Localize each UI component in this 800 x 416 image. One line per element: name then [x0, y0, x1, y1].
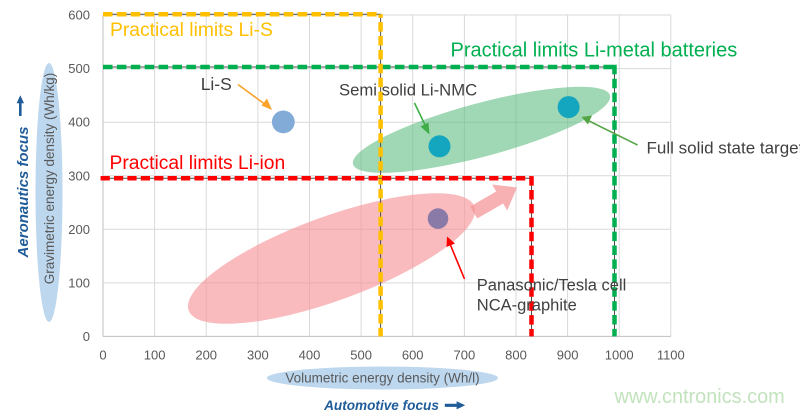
svg-text:Full solid state target: Full solid state target — [647, 139, 800, 158]
svg-text:900: 900 — [557, 348, 579, 363]
svg-text:700: 700 — [454, 348, 476, 363]
svg-text:Practical limits Li-metal batt: Practical limits Li-metal batteries — [451, 40, 738, 62]
svg-text:Aeronautics focus: Aeronautics focus — [15, 127, 32, 259]
svg-text:Practical limits Li-ion: Practical limits Li-ion — [110, 153, 286, 174]
svg-text:100: 100 — [144, 348, 166, 363]
svg-text:300: 300 — [247, 348, 269, 363]
svg-text:Li-S: Li-S — [201, 74, 232, 94]
svg-text:Gravimetric energy density (Wh: Gravimetric energy density (Wh/kg) — [42, 73, 57, 285]
svg-text:200: 200 — [195, 348, 217, 363]
svg-text:NCA-graphite: NCA-graphite — [477, 297, 577, 315]
svg-text:500: 500 — [68, 61, 90, 76]
svg-text:Volumetric energy density (Wh/: Volumetric energy density (Wh/l) — [285, 371, 479, 386]
svg-text:0: 0 — [99, 348, 106, 363]
svg-text:Semi solid Li-NMC: Semi solid Li-NMC — [339, 81, 477, 100]
svg-text:400: 400 — [68, 115, 90, 130]
svg-text:800: 800 — [505, 348, 527, 363]
svg-text:200: 200 — [68, 222, 90, 237]
svg-text:600: 600 — [402, 348, 424, 363]
svg-text:1100: 1100 — [657, 348, 685, 363]
svg-text:500: 500 — [350, 348, 372, 363]
svg-text:1000: 1000 — [605, 348, 634, 363]
svg-text:0: 0 — [83, 329, 90, 344]
svg-text:400: 400 — [299, 348, 321, 363]
svg-text:Practical limits Li-S: Practical limits Li-S — [110, 20, 273, 41]
svg-text:100: 100 — [68, 275, 90, 290]
svg-text:www.cntronics.com: www.cntronics.com — [614, 386, 785, 408]
svg-text:300: 300 — [68, 168, 90, 183]
svg-text:Panasonic/Tesla cell: Panasonic/Tesla cell — [477, 277, 627, 295]
svg-text:600: 600 — [68, 8, 90, 23]
svg-text:Automotive focus: Automotive focus — [323, 398, 439, 411]
